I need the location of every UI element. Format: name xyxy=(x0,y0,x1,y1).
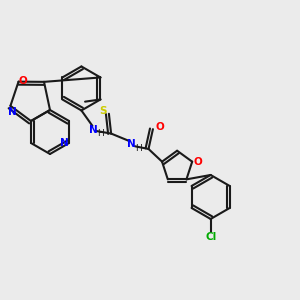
Text: Cl: Cl xyxy=(205,232,216,242)
Text: O: O xyxy=(155,122,164,132)
Text: S: S xyxy=(99,106,107,116)
Text: N: N xyxy=(128,139,136,149)
Text: N: N xyxy=(89,125,98,135)
Text: H: H xyxy=(135,144,142,153)
Text: N: N xyxy=(60,138,68,148)
Text: H: H xyxy=(97,129,104,138)
Text: O: O xyxy=(194,157,203,167)
Text: O: O xyxy=(18,76,27,86)
Text: N: N xyxy=(8,107,17,117)
